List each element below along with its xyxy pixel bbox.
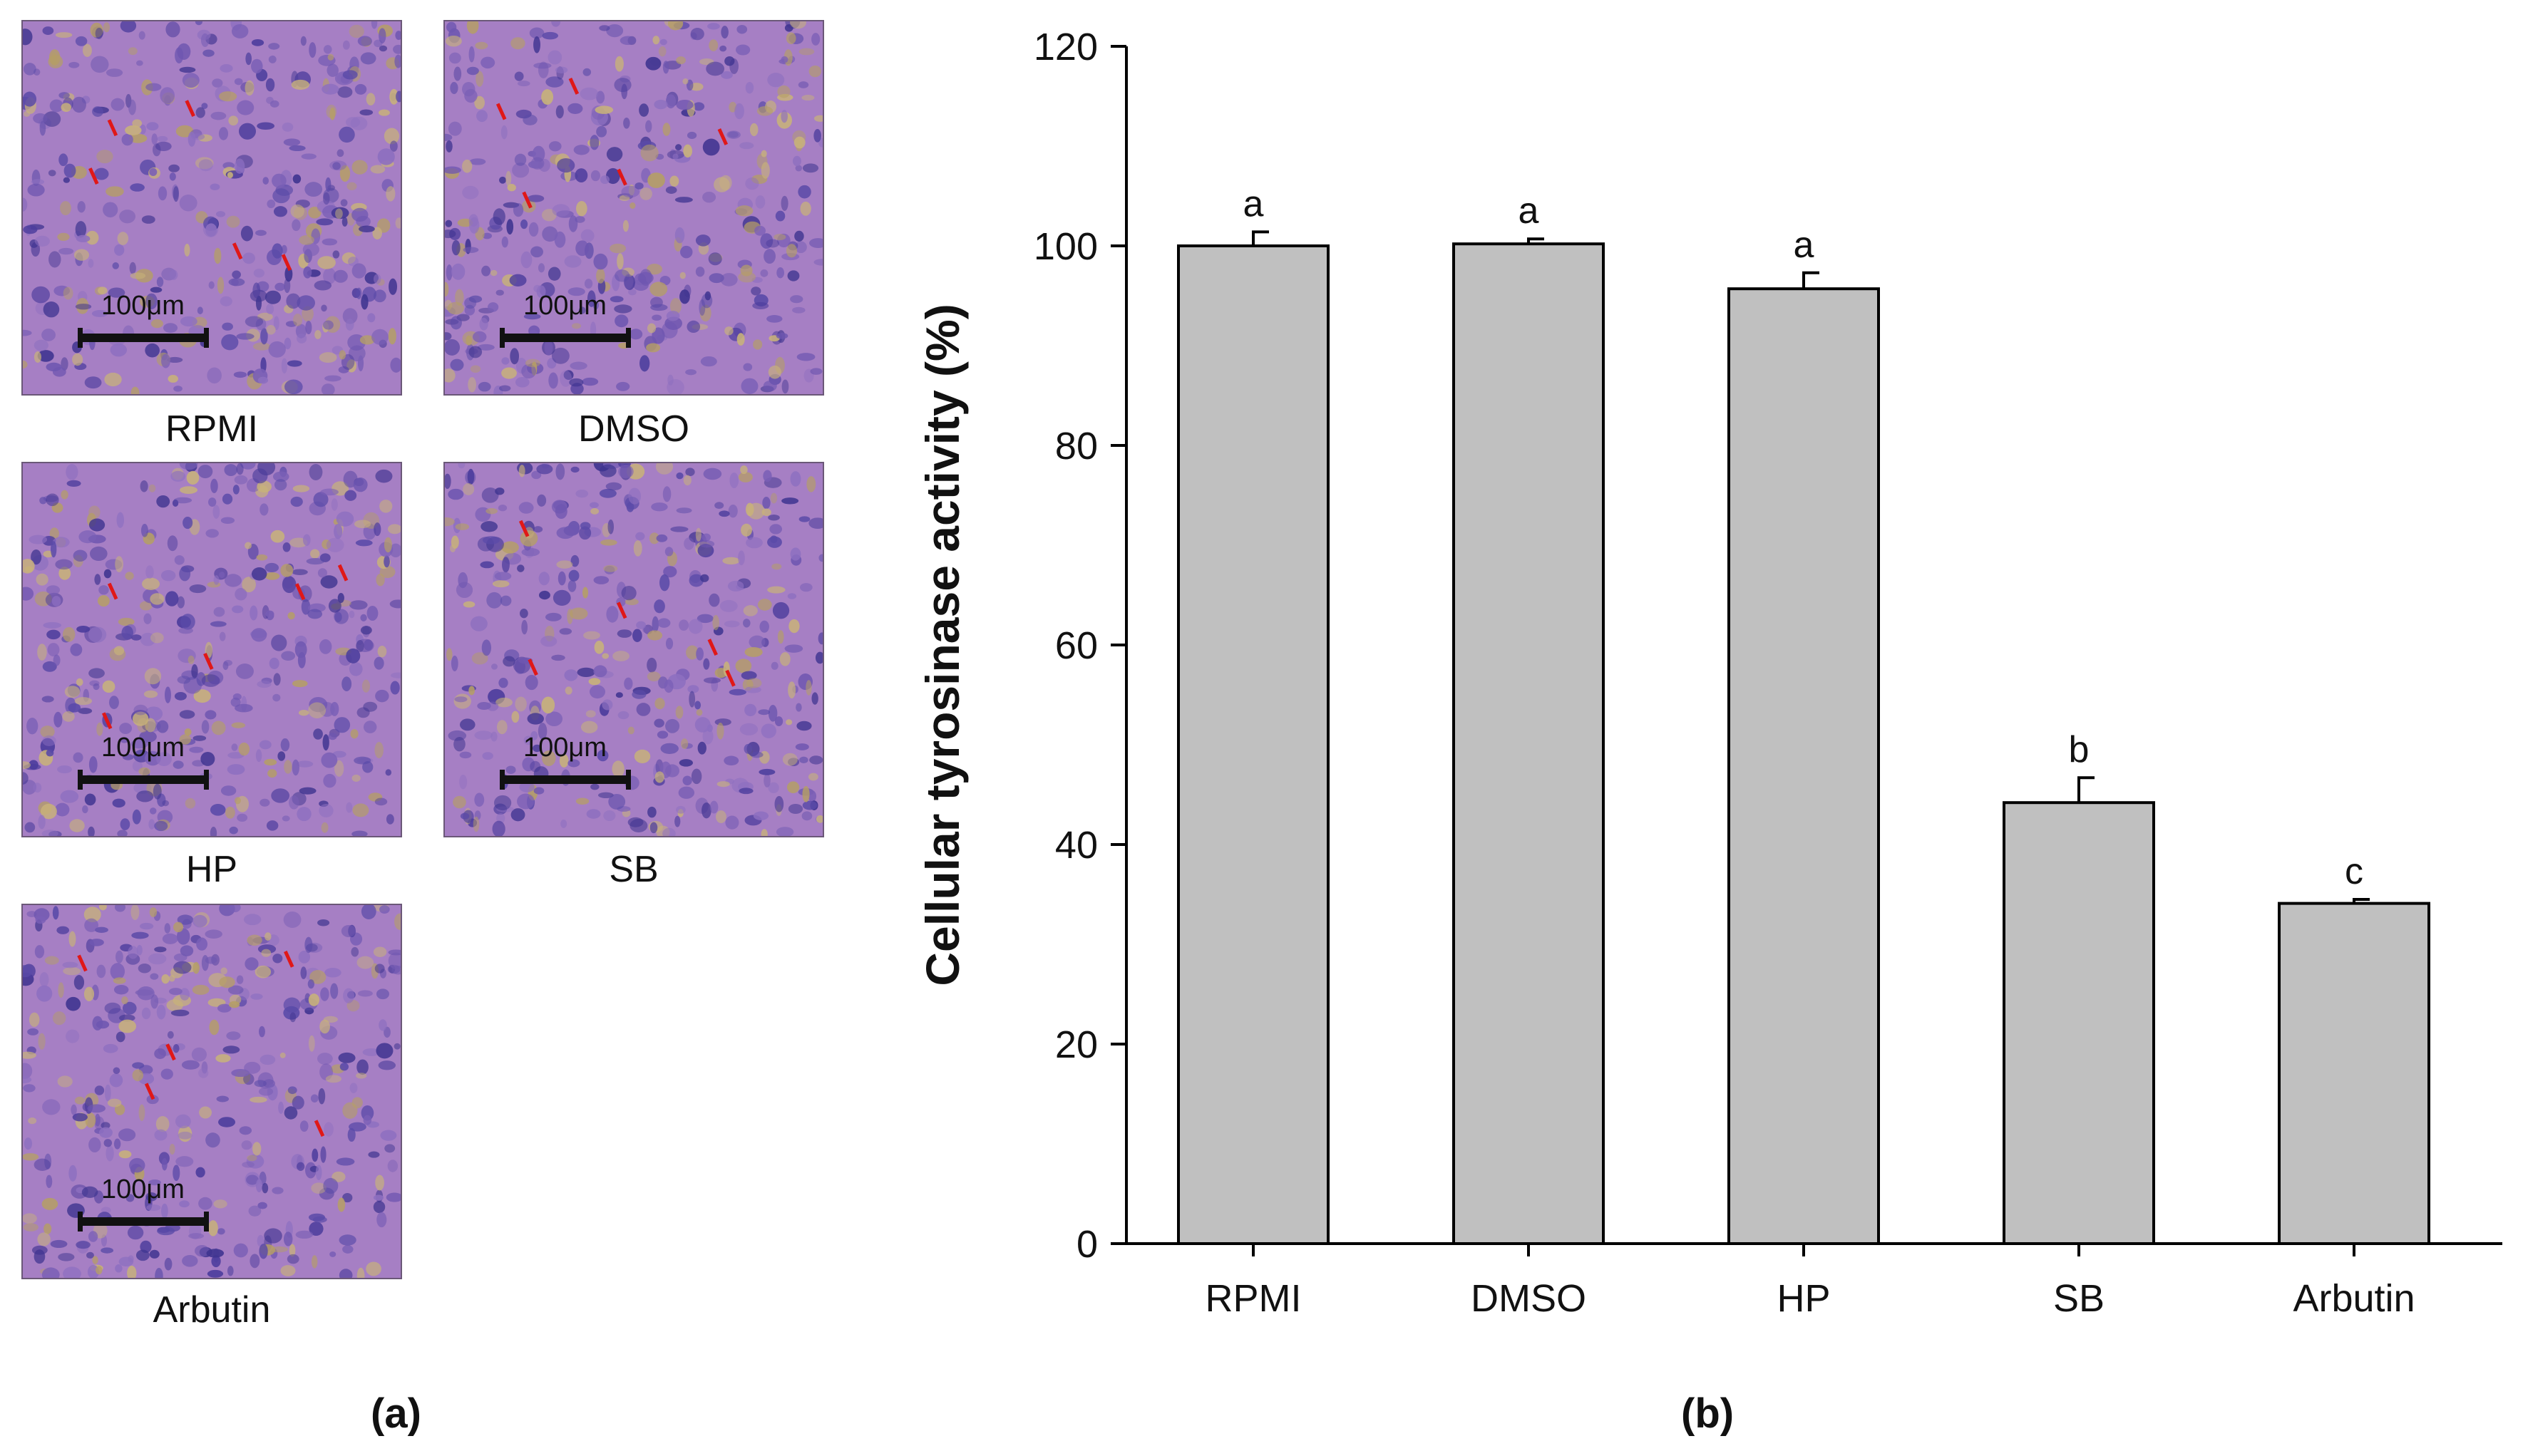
y-tick-label: 0: [1076, 1223, 1098, 1266]
scale-label: 100μm: [101, 291, 185, 321]
micrograph-label-rpmi: RPMI: [165, 408, 258, 450]
scale-label: 100μm: [523, 291, 607, 321]
cell-texture: [445, 21, 823, 394]
scale-bar: [500, 770, 631, 790]
scale-label: 100μm: [101, 1174, 185, 1204]
micrograph-label-dmso: DMSO: [578, 408, 689, 450]
significance-label: a: [1519, 190, 1539, 232]
bar: [2278, 902, 2430, 1245]
micrograph-label-hp: HP: [185, 849, 238, 890]
cell-texture: [23, 463, 401, 836]
y-tick-label: 60: [1055, 624, 1098, 667]
scale-label: 100μm: [523, 733, 607, 763]
significance-label: a: [1243, 183, 1264, 224]
y-tick-label: 100: [1034, 225, 1098, 268]
x-tick-label: HP: [1777, 1277, 1830, 1320]
micrograph-sb: 100μm: [443, 462, 824, 837]
scale-label: 100μm: [101, 733, 185, 763]
y-tick-label: 120: [1034, 26, 1098, 68]
panel-a-label: (a): [371, 1390, 421, 1437]
scale-bar: [78, 770, 209, 790]
significance-label: c: [2345, 851, 2363, 892]
bar: [1452, 242, 1605, 1246]
y-tick-label: 40: [1055, 824, 1098, 867]
micrograph-arbutin: 100μm: [21, 904, 402, 1279]
micrograph-dmso: 100μm: [443, 20, 824, 396]
significance-label: b: [2069, 729, 2090, 770]
x-tick-label: Arbutin: [2293, 1277, 2415, 1320]
x-tick-label: DMSO: [1471, 1277, 1586, 1320]
y-tick-label: 80: [1055, 425, 1098, 468]
bar: [2003, 801, 2155, 1245]
x-tick-label: SB: [2053, 1277, 2105, 1320]
bar-chart: 0 20 40 60 80 100 120 Cellular tyrosinase activ…: [916, 26, 2502, 1320]
bar: [1177, 244, 1330, 1245]
x-tick-label: RPMI: [1206, 1277, 1302, 1320]
panel-b-label: (b): [1681, 1390, 1735, 1437]
micrograph-hp: 100μm: [21, 462, 402, 837]
cell-texture: [445, 463, 823, 836]
bar: [1727, 287, 1880, 1246]
micrograph-rpmi: 100μm: [21, 20, 402, 396]
scale-bar: [78, 328, 209, 348]
y-tick-label: 20: [1055, 1023, 1098, 1066]
scale-bar: [500, 328, 631, 348]
significance-label: a: [1794, 224, 1814, 266]
scale-bar: [78, 1212, 209, 1232]
y-axis-title: Cellular tyrosinase activity (%): [916, 304, 969, 986]
cell-texture: [23, 21, 401, 394]
micrograph-label-arbutin: Arbutin: [153, 1289, 271, 1331]
micrograph-label-sb: SB: [609, 849, 659, 890]
